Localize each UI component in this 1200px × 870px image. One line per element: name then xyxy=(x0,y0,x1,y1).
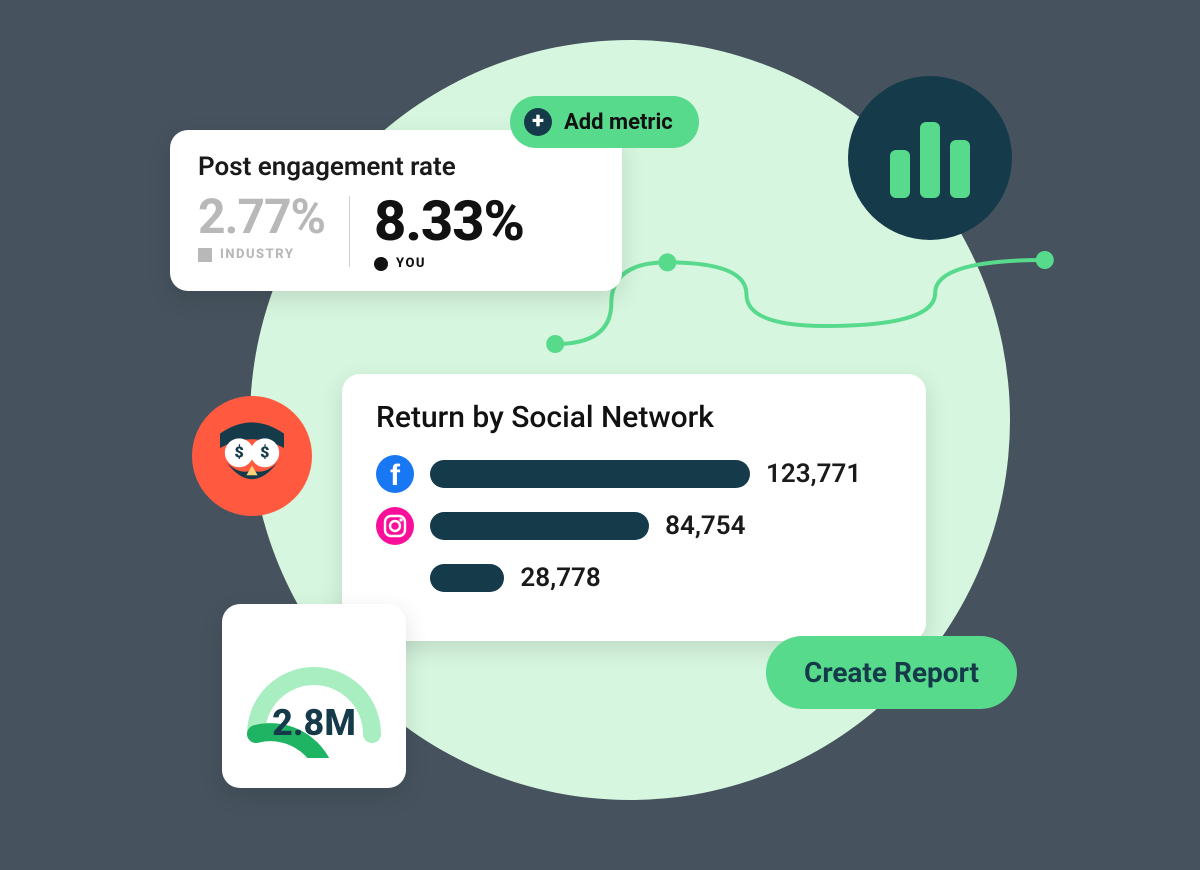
gauge-card: 2.8M xyxy=(222,604,406,788)
network-bar xyxy=(430,564,504,592)
svg-text:$: $ xyxy=(235,443,244,462)
network-bar xyxy=(430,460,750,488)
divider xyxy=(349,196,350,267)
create-report-label: Create Report xyxy=(804,656,979,689)
industry-label: INDUSTRY xyxy=(220,247,294,262)
network-bar xyxy=(430,512,649,540)
add-metric-label: Add metric xyxy=(564,110,673,135)
network-value: 123,771 xyxy=(766,459,861,489)
add-metric-button[interactable]: + Add metric xyxy=(510,96,699,148)
industry-swatch-icon xyxy=(198,248,212,262)
svg-text:f: f xyxy=(390,459,401,492)
network-value: 84,754 xyxy=(665,511,745,541)
engagement-title: Post engagement rate xyxy=(198,152,594,182)
owl-logo-icon: $ $ xyxy=(192,396,312,516)
network-row: 84,754 xyxy=(376,507,892,545)
svg-text:$: $ xyxy=(260,443,269,462)
network-row: 28,778 xyxy=(376,559,892,597)
facebook-icon: f xyxy=(376,455,414,493)
network-title: Return by Social Network xyxy=(376,400,892,435)
instagram-icon xyxy=(376,507,414,545)
create-report-button[interactable]: Create Report xyxy=(766,636,1017,709)
network-value: 28,778 xyxy=(520,563,600,593)
you-swatch-icon xyxy=(374,257,388,271)
bar-chart-icon xyxy=(848,76,1012,240)
network-row: f 123,771 xyxy=(376,455,892,493)
you-label: YOU xyxy=(396,256,426,271)
industry-value: 2.77% xyxy=(198,188,325,245)
return-by-network-card: Return by Social Network f 123,771 84,754 2… xyxy=(342,374,926,641)
you-value: 8.33% xyxy=(374,188,524,254)
engagement-rate-card: Post engagement rate 2.77% INDUSTRY 8.33… xyxy=(170,130,622,291)
gauge-value: 2.8M xyxy=(272,702,356,744)
plus-icon: + xyxy=(524,108,552,136)
